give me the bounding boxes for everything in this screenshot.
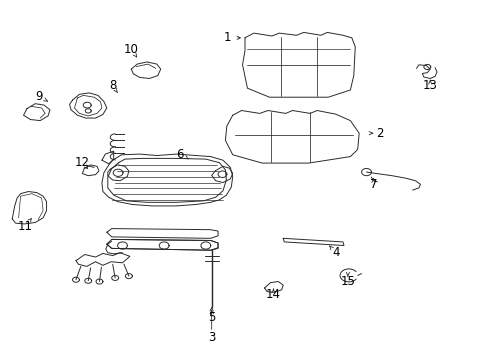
Text: 5: 5 [208,311,216,324]
Text: 6: 6 [176,148,184,161]
Text: 13: 13 [423,79,438,92]
Text: 1: 1 [224,31,232,44]
Text: 9: 9 [35,90,43,103]
Text: 12: 12 [75,156,90,169]
Text: 7: 7 [369,178,377,191]
Text: 10: 10 [124,43,139,56]
Text: 14: 14 [266,288,281,301]
Text: 3: 3 [208,331,216,344]
Text: 2: 2 [376,127,384,140]
Text: 8: 8 [109,79,117,92]
Text: 4: 4 [332,246,340,259]
Text: 11: 11 [18,220,33,233]
Text: 15: 15 [341,275,355,288]
